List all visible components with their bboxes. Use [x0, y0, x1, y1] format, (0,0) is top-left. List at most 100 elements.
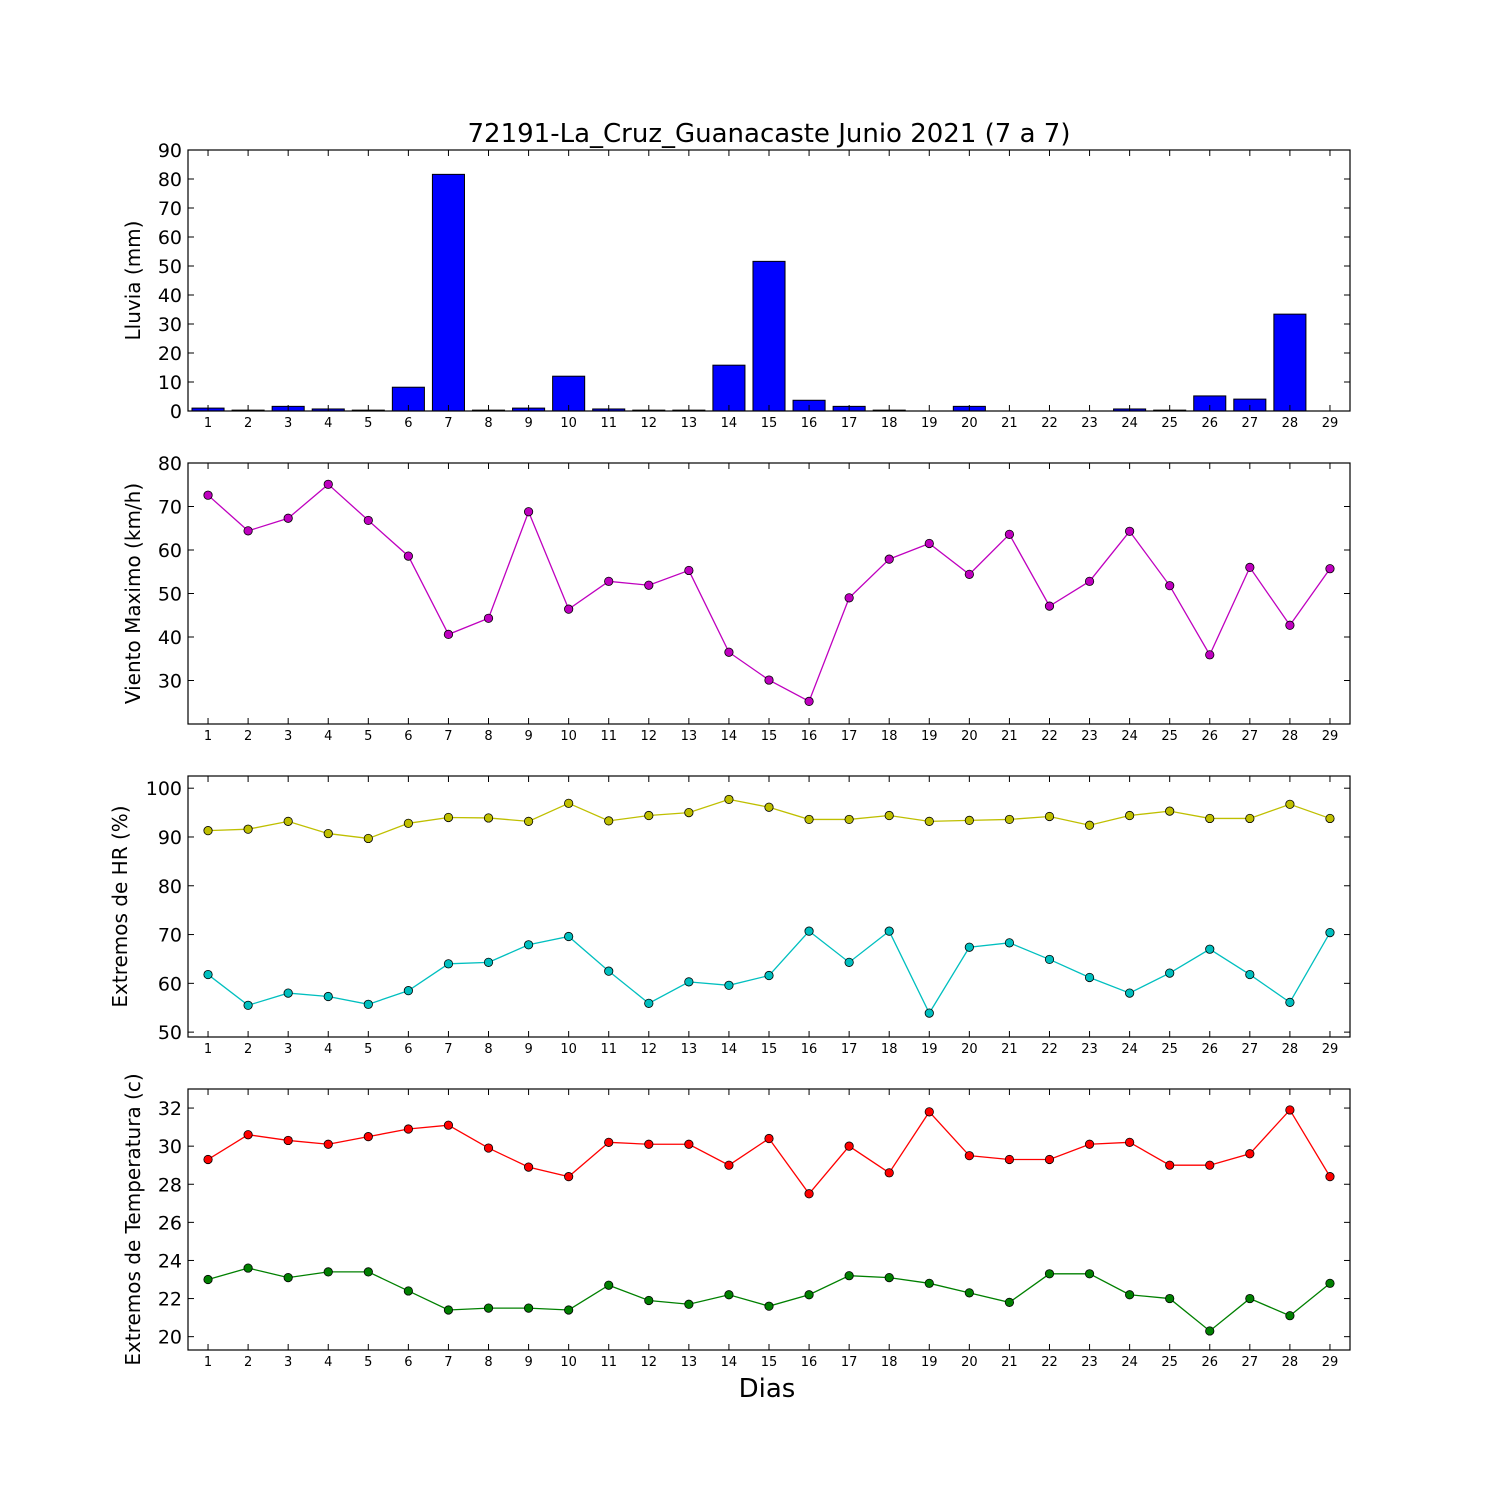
x-tick-label: 2 [244, 1355, 252, 1370]
x-tick-label: 15 [761, 1042, 778, 1057]
x-tick-label: 11 [600, 1355, 617, 1370]
series-1-point-day-9 [523, 1162, 534, 1172]
series-1-point-day-15 [764, 675, 774, 685]
y-tick-label: 70 [158, 497, 182, 519]
x-tick-label: 10 [560, 1042, 577, 1057]
series-1-point-day-19 [924, 816, 934, 826]
x-tick-label: 20 [961, 729, 978, 744]
x-tick-label: 28 [1282, 1042, 1299, 1057]
y-tick-label: 50 [158, 256, 182, 278]
series-2-point-day-26 [1205, 944, 1215, 954]
y-tick-label: 20 [158, 1327, 182, 1349]
x-tick-label: 4 [324, 1042, 332, 1057]
series-1-point-day-6 [403, 551, 413, 561]
series-1-point-day-23 [1084, 576, 1095, 586]
x-tick-label: 13 [681, 1355, 698, 1370]
series-2-point-day-9 [523, 1303, 534, 1313]
series-1-point-day-26 [1205, 1160, 1215, 1170]
series-2-point-day-18 [884, 1273, 894, 1283]
y-tick-label: 40 [158, 627, 182, 649]
x-tick-label: 25 [1161, 416, 1178, 431]
series-2-point-day-10 [564, 1305, 574, 1315]
series-1-point-day-14 [724, 794, 734, 805]
x-tick-label: 20 [961, 416, 978, 431]
series-2-point-day-3 [283, 1273, 293, 1283]
series-1-point-day-2 [243, 824, 253, 834]
y-tick-label: 22 [158, 1289, 182, 1311]
x-tick-label: 9 [524, 416, 532, 431]
series-1-point-day-13 [684, 807, 694, 818]
series-2-point-day-29 [1325, 1278, 1335, 1288]
series-2-point-day-22 [1044, 1269, 1055, 1279]
series-2-point-day-8 [483, 1303, 494, 1313]
bar-day-14 [712, 364, 746, 412]
series-2-point-day-28 [1285, 997, 1295, 1007]
series-2-point-day-25 [1165, 968, 1175, 978]
y-tick-label: 28 [158, 1174, 182, 1196]
y-tick-label: 50 [158, 584, 182, 606]
series-2-point-day-11 [604, 1280, 614, 1290]
y-tick-label: 60 [158, 227, 182, 249]
series-2-point-day-6 [403, 1286, 413, 1296]
series-2-point-day-4 [323, 1267, 333, 1277]
y-tick-label: 60 [158, 540, 182, 562]
series-1-point-day-25 [1165, 581, 1175, 591]
series-1-point-day-22 [1044, 601, 1055, 611]
series-2-point-day-3 [283, 988, 293, 998]
series-1-point-day-28 [1285, 620, 1295, 630]
x-tick-label: 16 [801, 729, 818, 744]
series-1-point-day-17 [844, 814, 854, 825]
y-tick-label: 90 [158, 827, 182, 849]
x-tick-label: 21 [1001, 1042, 1018, 1057]
series-1-point-day-8 [483, 1143, 494, 1153]
series-1-point-day-4 [323, 479, 333, 489]
series-2-point-day-15 [764, 970, 774, 981]
x-tick-label: 24 [1121, 1355, 1138, 1370]
series-2-point-day-7 [443, 959, 454, 969]
x-tick-label: 14 [721, 729, 738, 744]
x-tick-label: 21 [1001, 729, 1018, 744]
series-1-point-day-26 [1205, 650, 1215, 660]
y-tick-label: 30 [158, 314, 182, 336]
x-tick-label: 3 [284, 1042, 292, 1057]
x-tick-label: 14 [721, 416, 738, 431]
x-tick-label: 17 [841, 1042, 858, 1057]
x-tick-label: 29 [1322, 1042, 1339, 1057]
series-2-point-day-2 [243, 1263, 253, 1273]
series-1-point-day-15 [764, 1133, 774, 1144]
series-1-point-day-2 [243, 1130, 253, 1140]
bar-day-7 [431, 173, 465, 412]
x-tick-label: 25 [1161, 729, 1178, 744]
x-tick-label: 18 [881, 1355, 898, 1370]
x-tick-label: 29 [1322, 416, 1339, 431]
x-tick-label: 17 [841, 1355, 858, 1370]
x-tick-label: 10 [560, 729, 577, 744]
x-tick-label: 23 [1081, 1355, 1098, 1370]
x-tick-label: 25 [1161, 1042, 1178, 1057]
series-2-point-day-17 [844, 957, 854, 967]
x-tick-label: 5 [364, 1355, 372, 1370]
x-tick-label: 2 [244, 729, 252, 744]
series-2-point-day-27 [1245, 969, 1255, 980]
series-1-point-day-1 [203, 1154, 213, 1165]
series-2-point-day-20 [964, 1288, 974, 1298]
series-1-point-day-6 [403, 818, 413, 828]
series-1-point-day-24 [1125, 810, 1135, 821]
y-tick-label: 70 [158, 925, 182, 947]
series-2-point-day-17 [844, 1271, 854, 1281]
series-1-point-day-12 [644, 1139, 654, 1149]
x-tick-label: 26 [1201, 416, 1218, 431]
series-2-point-day-14 [724, 1290, 734, 1300]
series-2-point-day-29 [1325, 927, 1335, 938]
series-1-point-day-28 [1285, 799, 1295, 809]
x-tick-label: 4 [324, 416, 332, 431]
x-tick-label: 19 [921, 1042, 938, 1057]
series-2-point-day-6 [403, 986, 413, 996]
y-tick-label: 24 [158, 1250, 182, 1272]
series-2-point-day-24 [1125, 1290, 1135, 1300]
series-2-point-day-16 [804, 1290, 814, 1300]
series-2-point-day-5 [363, 999, 373, 1009]
x-tick-label: 3 [284, 729, 292, 744]
